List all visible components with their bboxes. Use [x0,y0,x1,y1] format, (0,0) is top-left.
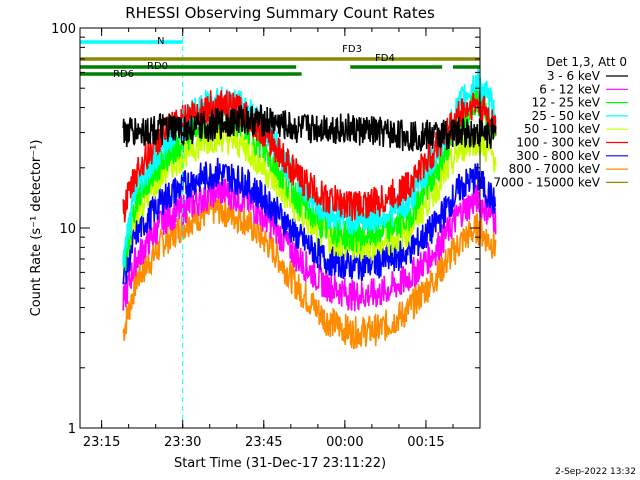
legend-label: 7000 - 15000 keV [493,175,600,189]
legend-label: 800 - 7000 keV [509,162,601,176]
legend-label: 12 - 25 keV [532,96,601,110]
bar-layer: N FD3 FD4 RD0 RD6 [80,36,480,80]
series-line-1 [122,177,497,312]
x-tick-label: 23:30 [164,435,201,450]
legend-label: 300 - 800 keV [516,149,600,163]
x-axis: 23:15 23:30 23:45 00:00 00:15 [83,28,481,450]
mode-bar-label: FD4 [375,53,395,64]
y-tick-label: 10 [59,222,76,237]
y-axis-label: Count Rate (s⁻¹ detector⁻¹) [29,140,44,317]
y-tick-label: 100 [51,22,76,37]
chart-title: RHESSI Observing Summary Count Rates [125,4,435,22]
series-line-5 [122,90,497,223]
x-tick-label: 00:00 [326,435,363,450]
legend-label: 25 - 50 keV [532,109,601,123]
mode-bar-label: RD0 [147,61,168,72]
y-axis: 1 10 100 [51,22,480,437]
legend-label: 50 - 100 keV [524,122,601,136]
mode-bar-label: FD3 [342,44,362,55]
x-axis-label: Start Time (31-Dec-17 23:11:22) [174,456,386,471]
legend-label: 6 - 12 keV [539,82,601,96]
legend-title: Det 1,3, Att 0 [546,55,627,69]
x-tick-label: 23:45 [245,435,282,450]
series-line-7 [122,194,497,350]
x-tick-label: 00:15 [407,435,444,450]
legend-label: 3 - 6 keV [547,69,601,83]
mode-bar-label: N [157,36,164,47]
series-line-0 [122,104,497,152]
x-tick-label: 23:15 [83,435,120,450]
date-stamp: 2-Sep-2022 13:32 [555,467,636,477]
series-line-6 [122,157,497,285]
legend-label: 100 - 300 keV [516,136,600,150]
data-layer [122,67,497,350]
mode-bar-label: RD6 [113,69,134,80]
y-tick-label: 1 [68,422,76,437]
